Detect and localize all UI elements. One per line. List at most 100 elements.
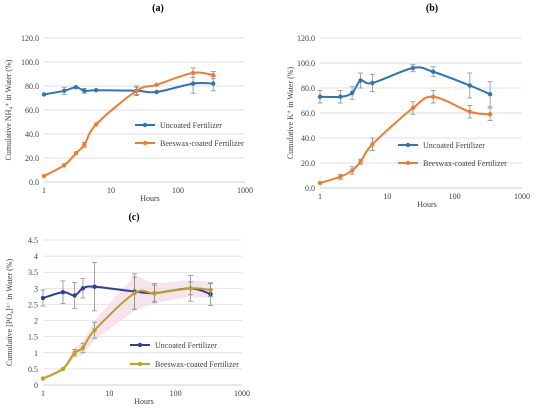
legend-swatch-marker: [405, 142, 411, 148]
legend-swatch-marker: [142, 122, 148, 128]
data-point-uncoated: [338, 94, 343, 99]
legend-swatch-marker: [142, 140, 148, 146]
data-point-beeswax: [82, 142, 87, 147]
legend-label: Beeswax-coated Fertilizer: [160, 139, 244, 148]
y-tick-label: 4.5: [28, 236, 38, 245]
data-point-beeswax: [190, 70, 196, 76]
data-point-uncoated: [61, 88, 67, 94]
x-tick-label: 1000: [514, 192, 530, 201]
data-point-beeswax: [132, 290, 137, 296]
legend-swatch-marker: [405, 160, 411, 166]
y-axis-title: Cumulative [PO₄]³⁻ in Water (%): [5, 259, 14, 367]
x-tick-label: 1000: [237, 186, 253, 195]
y-tick-label: 100.0: [21, 58, 39, 67]
x-tick-label: 100: [170, 389, 182, 398]
legend-swatch-marker: [137, 342, 143, 348]
data-point-uncoated: [349, 90, 355, 96]
data-point-uncoated: [154, 89, 159, 95]
data-point-beeswax: [40, 376, 46, 381]
x-tick-label: 1: [41, 389, 45, 398]
legend-swatch-marker: [137, 361, 143, 367]
y-tick-label: 80.0: [301, 84, 315, 93]
y-axis-title: Cumulative K⁺ in Water (%): [286, 67, 295, 160]
x-axis-title: Hours: [134, 397, 154, 406]
data-point-beeswax: [80, 345, 86, 351]
beeswax-shaded-band: [43, 275, 211, 381]
data-point-beeswax: [338, 174, 343, 179]
data-point-uncoated: [73, 85, 79, 90]
y-tick-label: 3: [34, 284, 38, 293]
data-point-uncoated: [93, 88, 99, 93]
data-point-beeswax: [188, 286, 193, 291]
data-point-beeswax: [211, 73, 216, 78]
y-tick-label: 60.0: [25, 106, 39, 115]
y-tick-label: 3.5: [28, 268, 38, 277]
x-axis-title: Hours: [417, 200, 437, 209]
y-tick-label: 4: [34, 252, 38, 261]
data-point-beeswax: [208, 287, 213, 293]
data-point-uncoated: [467, 83, 473, 88]
data-point-beeswax: [431, 94, 436, 99]
x-tick-label: 1000: [234, 389, 250, 398]
series-line-uncoated: [319, 66, 491, 99]
data-point-beeswax: [41, 173, 47, 179]
data-point-uncoated: [41, 92, 47, 97]
data-point-uncoated: [92, 284, 97, 289]
panel-label: (c): [128, 212, 139, 223]
data-point-beeswax: [152, 290, 157, 296]
y-tick-label: 40.0: [301, 134, 315, 143]
x-tick-label: 100: [449, 192, 461, 201]
data-point-beeswax: [358, 159, 363, 164]
y-tick-label: 120.0: [297, 34, 315, 43]
data-point-beeswax: [317, 180, 323, 186]
series-line-beeswax: [319, 95, 491, 184]
data-point-beeswax: [92, 328, 97, 333]
x-axis-title: Hours: [140, 194, 160, 203]
x-tick-label: 1: [42, 186, 46, 195]
data-point-uncoated: [40, 295, 46, 301]
data-point-uncoated: [370, 80, 375, 86]
x-tick-label: 10: [383, 192, 391, 201]
data-point-uncoated: [80, 286, 86, 291]
data-point-uncoated: [410, 65, 416, 71]
y-tick-label: 120.0: [21, 34, 39, 43]
data-point-uncoated: [190, 81, 196, 86]
x-tick-label: 10: [105, 389, 113, 398]
legend-label: Uncoated Fertilizer: [160, 121, 222, 130]
y-tick-label: 0.0: [305, 184, 315, 193]
y-tick-label: 0.5: [28, 365, 38, 374]
data-point-uncoated: [358, 78, 363, 83]
legend-label: Beeswax-coated Fertilizer: [423, 159, 507, 168]
data-point-beeswax: [349, 168, 355, 173]
data-point-uncoated: [317, 94, 323, 99]
y-tick-label: 60.0: [301, 109, 315, 118]
data-point-beeswax: [410, 105, 416, 111]
data-point-uncoated: [431, 69, 436, 74]
x-tick-label: 1: [318, 192, 322, 201]
data-point-beeswax: [134, 88, 139, 94]
legend-label: Beeswax-coated Fertilizer: [155, 360, 239, 369]
y-tick-label: 40.0: [25, 130, 39, 139]
data-point-beeswax: [72, 350, 77, 355]
data-point-beeswax: [467, 109, 473, 114]
data-point-beeswax: [73, 151, 79, 156]
panel-c: (c) 0 0.5 1 1.5 2 2.5 3 3.5 4 4.5 1 10 100 1000 Hours Cu…: [5, 212, 250, 406]
y-axis-title: Cumulative NH₄⁺ in Water (%): [4, 59, 13, 160]
data-point-beeswax: [93, 122, 99, 127]
y-tick-label: 20.0: [25, 154, 39, 163]
y-tick-label: 1.5: [28, 333, 38, 342]
y-tick-label: 0.0: [29, 178, 39, 187]
y-tick-label: 100.0: [297, 59, 315, 68]
y-tick-label: 20.0: [301, 159, 315, 168]
data-point-beeswax: [60, 366, 66, 372]
panel-label: (a): [152, 3, 164, 14]
y-tick-label: 2.5: [28, 300, 38, 309]
data-point-uncoated: [72, 293, 77, 298]
legend-label: Uncoated Fertilizer: [423, 141, 485, 150]
data-point-uncoated: [82, 88, 87, 94]
y-tick-label: 2: [34, 317, 38, 326]
panel-b: (b) 0.0 20.0 40.0 60.0 80.0 100.0 120.0 1 10 100 10…: [286, 3, 530, 209]
y-tick-label: 0: [34, 381, 38, 390]
